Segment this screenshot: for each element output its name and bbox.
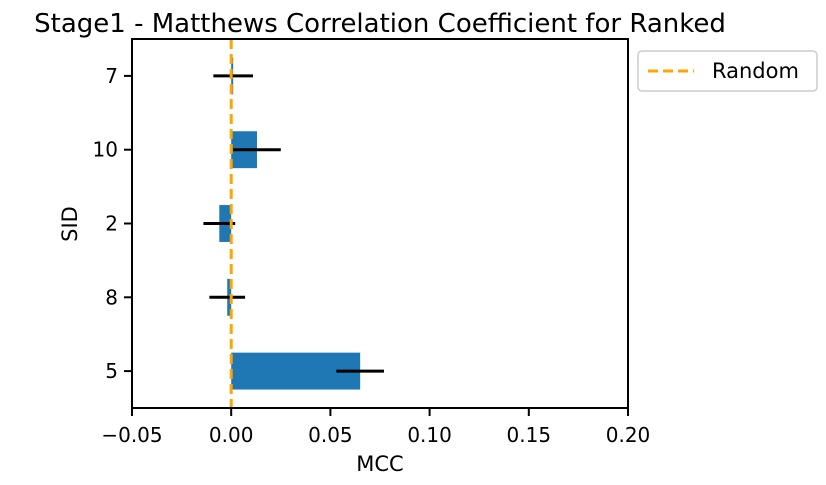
plot-frame	[131, 38, 629, 409]
y-tick-label-5: 5	[105, 359, 118, 383]
x-tick-label-0: −0.05	[101, 423, 162, 447]
y-tick-label-7: 7	[105, 64, 118, 88]
legend-box	[637, 50, 818, 92]
y-tick-label-8: 8	[105, 285, 118, 309]
y-axis-label: SID	[58, 206, 82, 242]
chart-title: Stage1 - Matthews Correlation Coefficien…	[34, 9, 726, 39]
y-tick-label-10: 10	[93, 138, 118, 162]
x-tick-label-5: 0.20	[606, 423, 651, 447]
plot-area: 7 10 2 8 5 −0.05 0.00 0.05 0.10 0.15 0.20	[93, 38, 651, 447]
x-tick-label-1: 0.00	[209, 423, 254, 447]
y-tick-label-2: 2	[105, 212, 118, 236]
legend-label-random: Random	[712, 59, 799, 83]
x-tick-label-4: 0.15	[507, 423, 552, 447]
x-axis-label: MCC	[356, 452, 403, 476]
legend: Random	[637, 50, 818, 92]
x-tick-label-2: 0.05	[308, 423, 353, 447]
x-tick-label-3: 0.10	[407, 423, 452, 447]
